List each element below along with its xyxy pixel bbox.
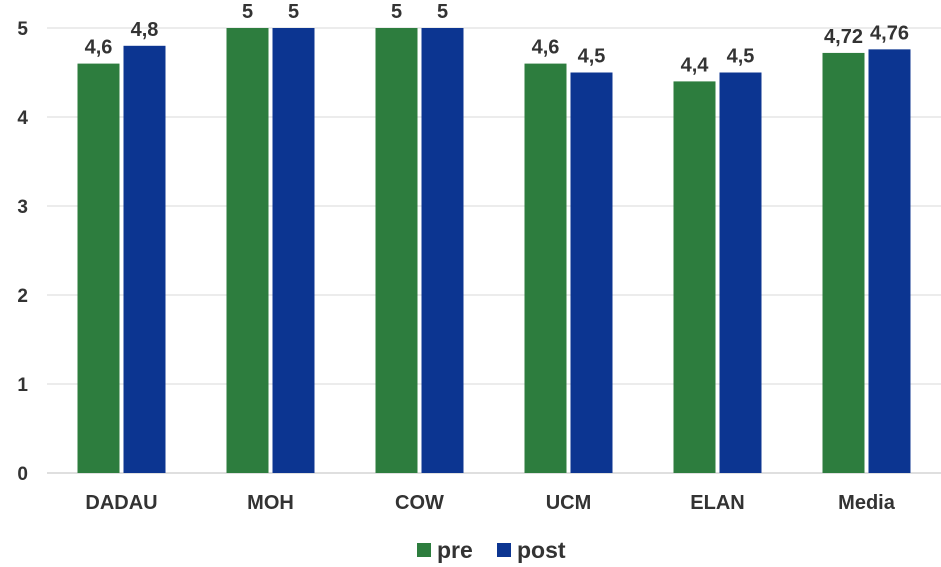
data-label: 4,4 xyxy=(681,54,710,76)
legend-label-post: post xyxy=(517,537,566,563)
y-axis-ticks: 0 1 2 3 4 5 xyxy=(17,19,28,485)
x-tick-label: DADAU xyxy=(85,492,157,514)
legend-swatch-pre xyxy=(417,543,431,557)
data-label: 5 xyxy=(242,1,253,23)
bar-pre-media xyxy=(822,52,865,474)
data-label: 4,6 xyxy=(85,37,113,59)
data-labels: 4,6 4,8 5 5 5 5 4,6 4,5 4,4 4,5 4,72 4,76 xyxy=(85,1,909,76)
legend-swatch-post xyxy=(497,543,511,557)
x-tick-label: ELAN xyxy=(690,492,744,514)
bar-post-cow xyxy=(421,28,464,473)
legend: pre post xyxy=(417,537,566,563)
data-label: 4,6 xyxy=(532,37,560,59)
data-label: 5 xyxy=(437,1,448,23)
bar-pre-dadau xyxy=(77,63,120,473)
y-tick-label: 1 xyxy=(17,375,28,396)
legend-label-pre: pre xyxy=(437,537,473,563)
data-label: 4,5 xyxy=(578,46,606,68)
x-axis-ticks: DADAU MOH COW UCM ELAN Media xyxy=(85,492,895,514)
y-tick-label: 3 xyxy=(17,197,28,218)
gridlines xyxy=(47,27,941,474)
bar-post-dadau xyxy=(123,45,166,474)
y-tick-label: 5 xyxy=(17,19,28,40)
data-label: 4,8 xyxy=(131,19,159,41)
data-label: 4,5 xyxy=(727,46,755,68)
data-label: 4,72 xyxy=(824,26,863,48)
data-label: 5 xyxy=(288,1,299,23)
bar-pre-ucm xyxy=(524,63,567,473)
y-tick-label: 2 xyxy=(17,286,28,307)
data-label: 4,76 xyxy=(870,22,909,44)
bar-pre-cow xyxy=(375,28,418,473)
x-tick-label: MOH xyxy=(247,492,294,514)
data-label: 5 xyxy=(391,1,402,23)
bar-pre-moh xyxy=(226,28,269,473)
x-tick-label: COW xyxy=(395,492,444,514)
bar-post-media xyxy=(868,49,911,474)
bar-post-elan xyxy=(719,72,762,473)
bars xyxy=(77,28,911,474)
x-tick-label: Media xyxy=(838,492,896,514)
y-tick-label: 0 xyxy=(17,464,28,485)
bar-pre-elan xyxy=(673,81,716,474)
x-tick-label: UCM xyxy=(546,492,592,514)
bar-post-ucm xyxy=(570,72,613,473)
y-tick-label: 4 xyxy=(17,108,28,129)
bar-post-moh xyxy=(272,28,315,473)
